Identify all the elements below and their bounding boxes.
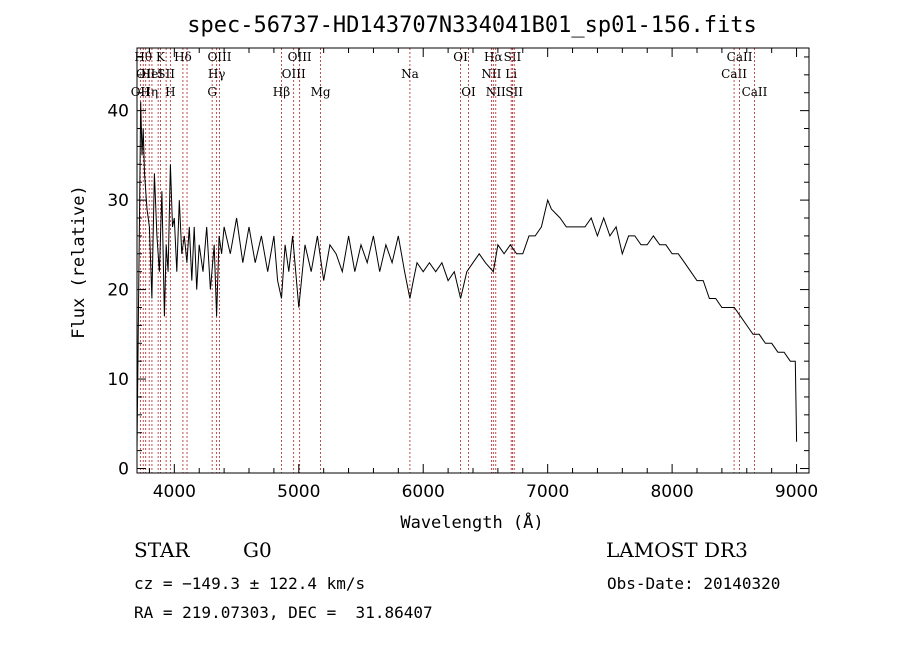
spectral-line-label: Hη — [140, 85, 158, 99]
redshift-velocity: cz = −149.3 ± 122.4 km/s — [134, 574, 366, 593]
x-tick-label: 8000 — [650, 482, 693, 502]
x-tick-label: 9000 — [775, 482, 818, 502]
coordinates: RA = 219.07303, DEC = 31.86407 — [134, 603, 433, 622]
spectral-line-label: Na — [401, 67, 419, 81]
plot-frame — [136, 47, 810, 474]
spectral-line-label: HeI — [141, 67, 164, 81]
object-subclass: G0 — [243, 538, 272, 562]
y-axis-title: Flux (relative) — [69, 185, 89, 339]
observation-date: Obs-Date: 20140320 — [607, 574, 781, 593]
y-tick-label: 0 — [118, 460, 129, 480]
spectral-line-label: NII — [486, 85, 506, 99]
spectral-line-label: OI — [453, 50, 468, 64]
y-tick-label: 40 — [107, 102, 129, 122]
spectral-line-label: OI — [461, 85, 476, 99]
survey-name: LAMOST DR3 — [606, 538, 748, 562]
x-tick-label: 4000 — [153, 482, 196, 502]
y-tick-label: 20 — [107, 281, 129, 301]
spectral-line-label: Hβ — [273, 85, 290, 99]
spectral-line-label: OIII — [282, 67, 306, 81]
spectral-line-label: Hγ — [208, 67, 226, 81]
spectrum-series-line — [136, 101, 798, 451]
spectral-line-label: NII — [481, 67, 501, 81]
spectral-line-label: CaII — [727, 50, 753, 64]
spectral-line-label: OIII — [207, 50, 231, 64]
spectral-line-label: Mg — [311, 85, 331, 99]
axis-ticks-group: 4000 5000 6000 7000 8000 9000 0 10 20 30 40 — [107, 48, 818, 502]
spectral-line-label: CaII — [721, 67, 747, 81]
spectral-line-label: Hδ — [174, 50, 192, 64]
spectral-line-label: K — [156, 50, 166, 64]
spectral-line-label: SII — [505, 85, 523, 99]
spectral-line-label: H — [165, 85, 175, 99]
x-tick-label: 5000 — [277, 482, 320, 502]
y-tick-label: 30 — [107, 191, 129, 211]
spectral-line-label: OIII — [288, 50, 312, 64]
spectral-line-label: OII — [136, 67, 156, 81]
spectral-line-label: SII — [504, 50, 522, 64]
x-tick-label: 6000 — [402, 482, 445, 502]
y-tick-label: 10 — [107, 370, 129, 390]
line-markers-group: OIIHθOIIHηHeIKSIIHHδGHγOIIIHβOIIIOIIIMgN… — [131, 48, 768, 473]
spectral-line-label: CaII — [742, 85, 768, 99]
spectral-line-label: SII — [157, 67, 175, 81]
object-class: STAR — [134, 538, 190, 562]
chart-title: spec-56737-HD143707N334041B01_sp01-156.f… — [187, 13, 757, 38]
spectral-line-label: G — [207, 85, 217, 99]
x-tick-label: 7000 — [526, 482, 569, 502]
spectral-line-label: Hα — [484, 50, 503, 64]
x-axis-title: Wavelength (Å) — [400, 511, 543, 533]
spectral-line-label: Hθ — [134, 50, 152, 64]
spectral-line-label: Li — [505, 67, 517, 81]
